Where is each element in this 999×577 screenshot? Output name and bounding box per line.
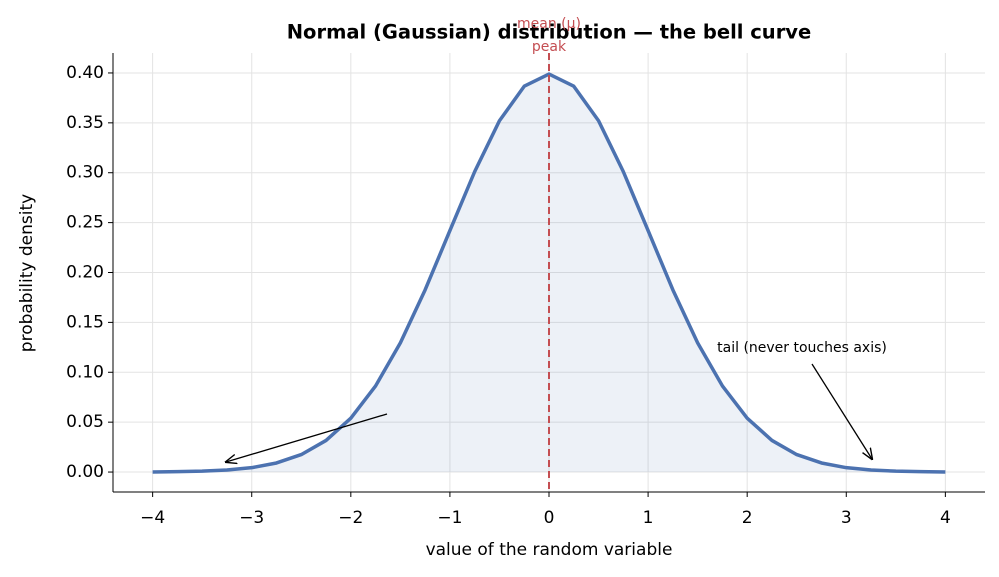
x-tick-label: 3 xyxy=(841,508,852,528)
x-tick-label: 0 xyxy=(544,508,555,528)
y-tick-label: 0.05 xyxy=(66,412,104,432)
y-tick-label: 0.15 xyxy=(66,312,104,332)
line xyxy=(152,72,946,474)
y-tick-label: 0.25 xyxy=(66,213,104,233)
y-tick-label: 0.00 xyxy=(66,462,104,482)
x-tick-label: −1 xyxy=(437,508,462,528)
annotation: tail (never touches axis) xyxy=(717,340,887,356)
x-tick-label: 1 xyxy=(643,508,654,528)
x-tick-label: 4 xyxy=(940,508,951,528)
chart-title: Normal (Gaussian) distribution — the bel… xyxy=(287,21,812,44)
x-tick-label: −4 xyxy=(140,508,165,528)
y-tick-label: 0.20 xyxy=(66,263,104,283)
x-tick-label: −2 xyxy=(338,508,363,528)
y-axis-label: probability density xyxy=(17,194,37,352)
y-tick-label: 0.10 xyxy=(66,362,104,382)
y-tick-label: 0.30 xyxy=(66,163,104,183)
y-tick-label: 0.40 xyxy=(66,63,104,83)
x-axis-label: value of the random variable xyxy=(426,540,673,560)
x-tick-label: −3 xyxy=(239,508,264,528)
x-tick-label: 2 xyxy=(742,508,753,528)
annotation-arrow xyxy=(226,413,388,462)
annotation-arrow xyxy=(811,363,872,459)
y-tick-label: 0.35 xyxy=(66,113,104,133)
mean-label: mean (μ) xyxy=(517,16,581,32)
annotation: peak xyxy=(532,39,567,55)
